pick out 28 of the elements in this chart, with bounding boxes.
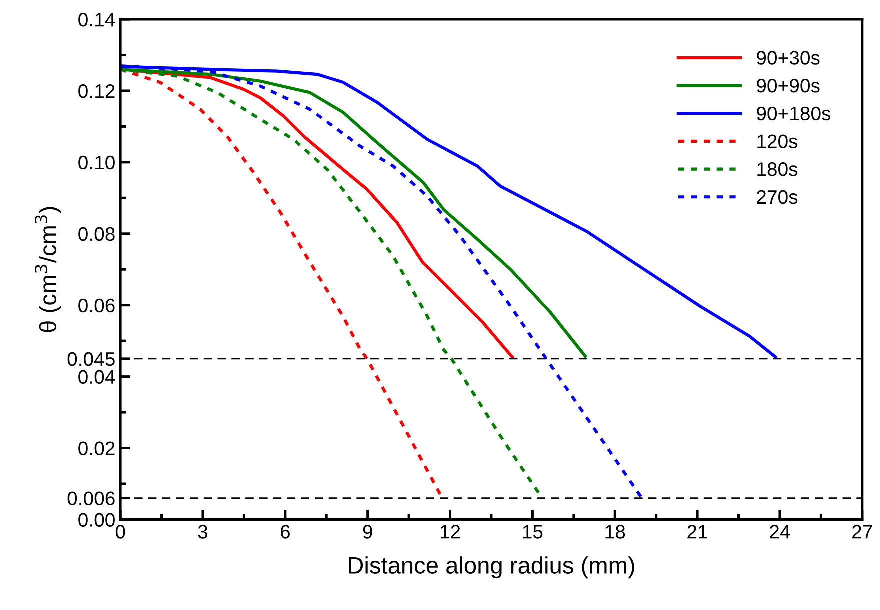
x-axis-title: Distance along radius (mm): [349, 556, 634, 579]
x-tick-label: 27: [852, 525, 872, 539]
y-tick-label: 0.02: [78, 442, 115, 456]
x-tick-label: 18: [606, 525, 626, 539]
y-tick-label: 0.006: [68, 492, 115, 506]
x-tick-label: 24: [770, 525, 790, 539]
y-tick-label: 0.12: [78, 84, 115, 98]
legend-label: 90+30s: [757, 51, 820, 65]
x-tick-label: 9: [363, 525, 372, 539]
y-axis-title: θ (cm$^{3}$/cm$^{3}$): [35, 207, 62, 332]
y-tick-label: 0.04: [78, 370, 116, 384]
y-tick-label: 0.10: [78, 156, 115, 170]
x-tick-label: 0: [116, 525, 126, 539]
y-tick-label: 0.08: [78, 227, 115, 242]
x-tick-label: 12: [440, 525, 460, 539]
legend-label: 180s: [758, 162, 798, 176]
x-tick-label: 15: [523, 525, 543, 539]
y-tick-label: 0.045: [68, 352, 115, 366]
y-tick-label: 0.00: [78, 513, 115, 527]
x-tick-label: 3: [198, 525, 208, 539]
y-tick-label: 0.06: [78, 298, 115, 313]
y-tick-label: 0.14: [78, 12, 116, 27]
legend-label: 120s: [758, 134, 798, 148]
x-tick-label: 6: [280, 525, 290, 539]
legend-label: 90+180s: [757, 106, 831, 121]
legend-label: 270s: [757, 190, 798, 204]
legend-label: 90+90s: [757, 78, 820, 93]
x-tick-label: 21: [688, 525, 708, 539]
